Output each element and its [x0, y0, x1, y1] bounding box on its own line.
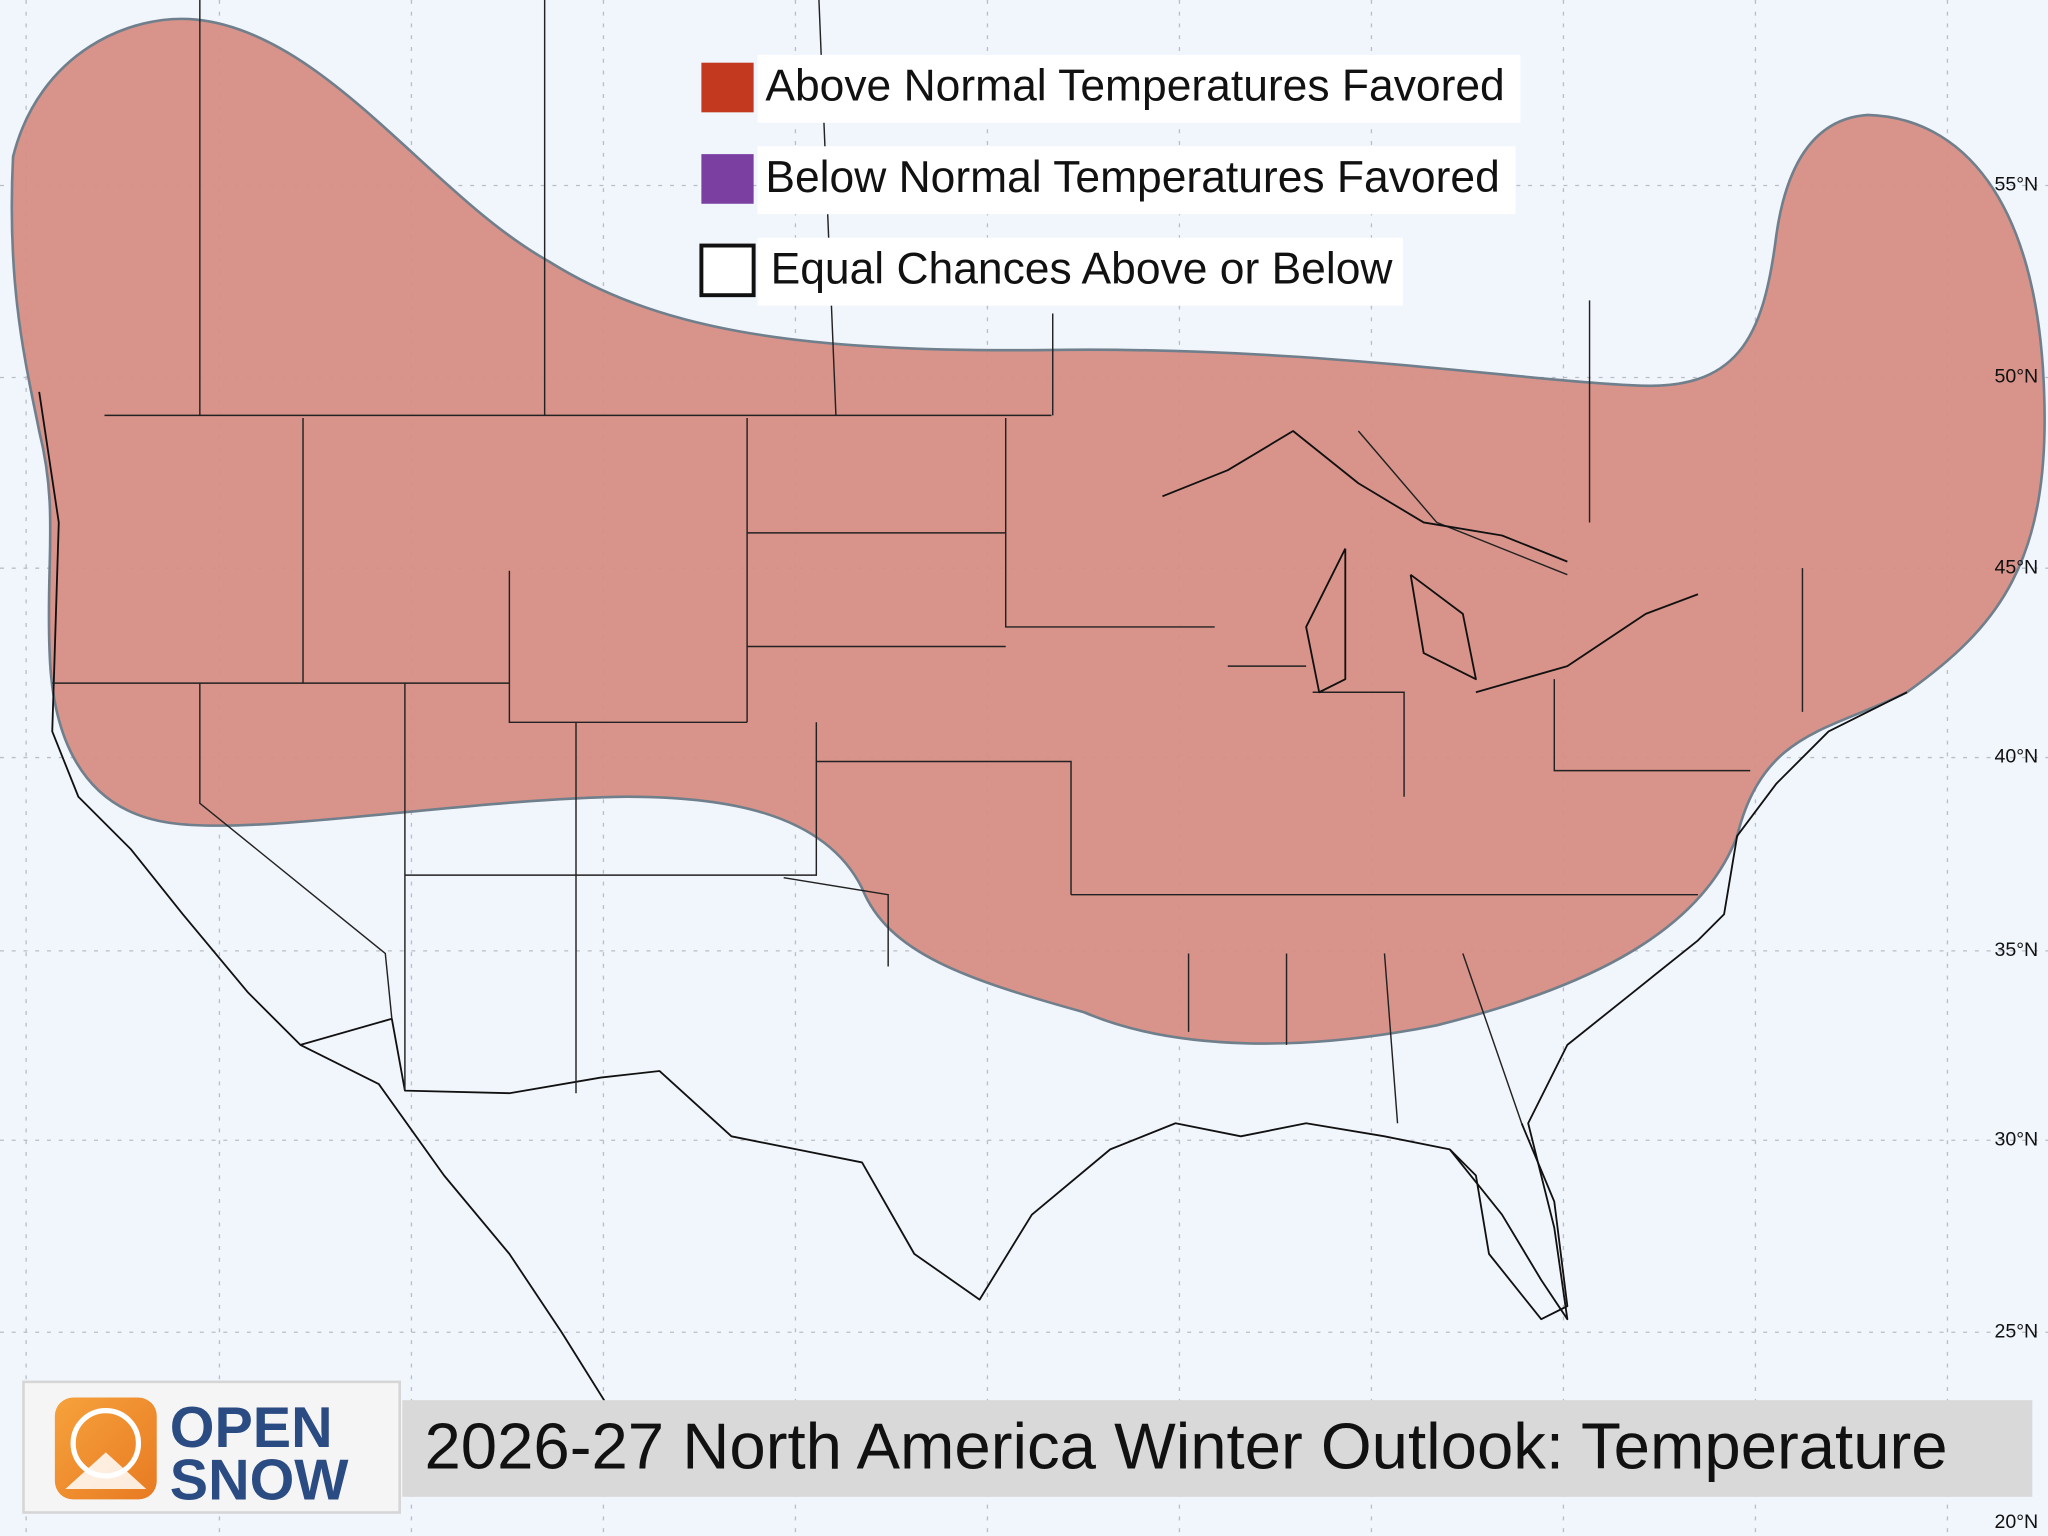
boundaries	[38, 0, 1908, 1438]
logo-text: SNOW	[170, 1448, 350, 1512]
logo: OPEN SNOW	[22, 1380, 401, 1514]
legend-label-bg	[757, 54, 1521, 123]
latitude-label: 20°N	[1994, 1511, 2038, 1533]
legend: Above Normal Temperatures Favored Below N…	[699, 54, 1521, 306]
latitude-label: 35°N	[1994, 939, 2038, 961]
latitude-label: 40°N	[1994, 746, 2038, 768]
legend-swatch	[701, 62, 754, 113]
latitude-label: 30°N	[1994, 1128, 2038, 1150]
latitude-label: 25°N	[1994, 1320, 2038, 1342]
coastline	[38, 391, 1908, 1438]
legend-swatch	[701, 154, 754, 204]
legend-label: Above Normal Temperatures Favored	[765, 62, 1504, 111]
florida	[1449, 1122, 1569, 1321]
legend-label: Equal Chances Above or Below	[771, 244, 1394, 293]
latitude-label: 45°N	[1994, 556, 2038, 578]
latitude-label: 50°N	[1994, 366, 2038, 388]
latitude-labels: 55°N 50°N 45°N 40°N 35°N 30°N 25°N 20°N	[1994, 174, 2038, 1533]
legend-label: Below Normal Temperatures Favored	[765, 153, 1499, 202]
title-bar	[402, 1400, 2033, 1497]
latitude-label: 55°N	[1994, 174, 2038, 196]
logo-icon-mountain	[65, 1452, 147, 1489]
legend-swatch	[699, 243, 756, 298]
legend-label-bg	[757, 237, 1403, 306]
great-lakes	[1162, 430, 1699, 694]
above-normal-region	[10, 17, 2046, 1045]
logo-text: OPEN	[170, 1396, 333, 1460]
map-title: 2026-27 North America Winter Outlook: Te…	[424, 1409, 1947, 1482]
legend-label-bg	[757, 146, 1516, 215]
